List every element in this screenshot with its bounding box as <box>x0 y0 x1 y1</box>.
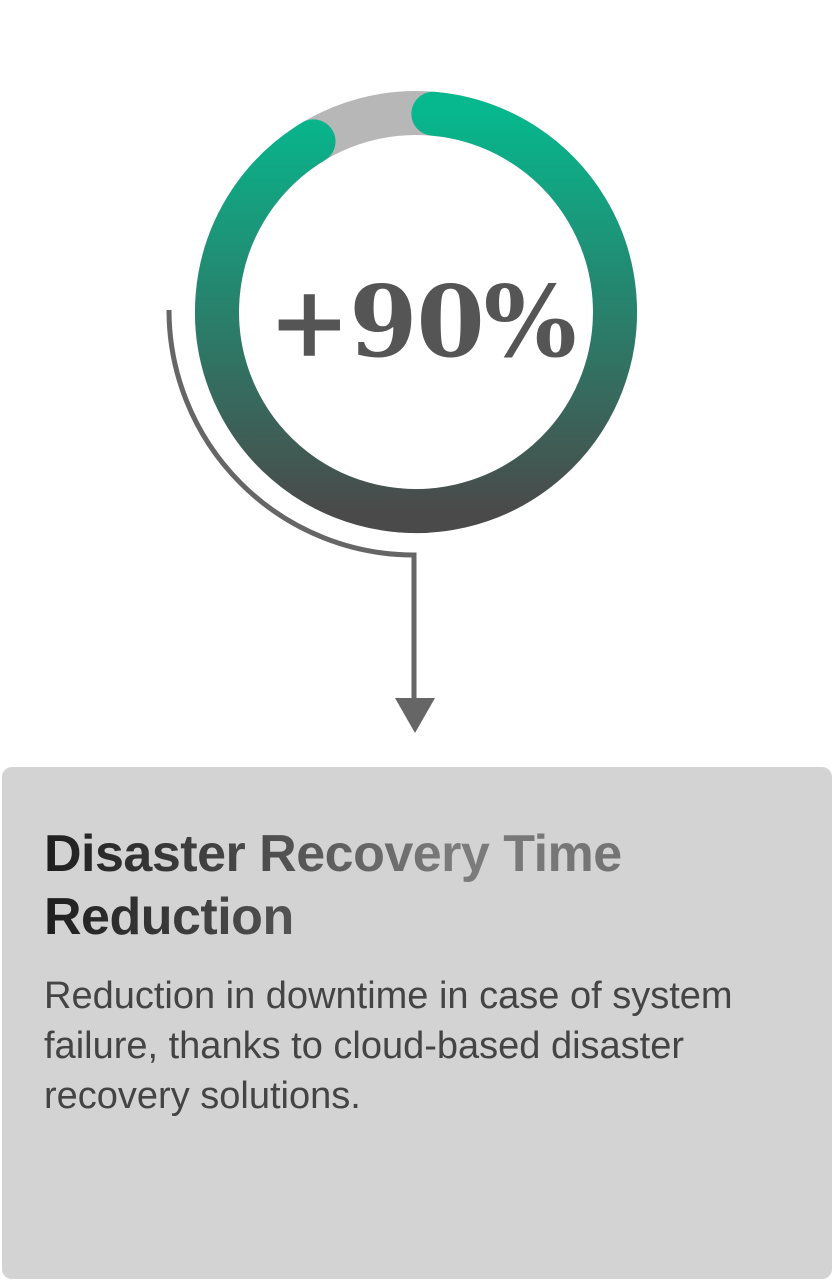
info-card: Disaster Recovery Time Reduction Reducti… <box>2 767 832 1279</box>
arrow-down-icon <box>395 698 435 733</box>
stat-value: +90% <box>268 265 576 380</box>
card-title: Disaster Recovery Time Reduction <box>44 823 792 949</box>
progress-ring-arc <box>195 91 637 533</box>
card-description: Reduction in downtime in case of system … <box>44 975 733 1117</box>
connector-line <box>166 309 417 700</box>
stat-graphic: +90% <box>166 91 637 733</box>
